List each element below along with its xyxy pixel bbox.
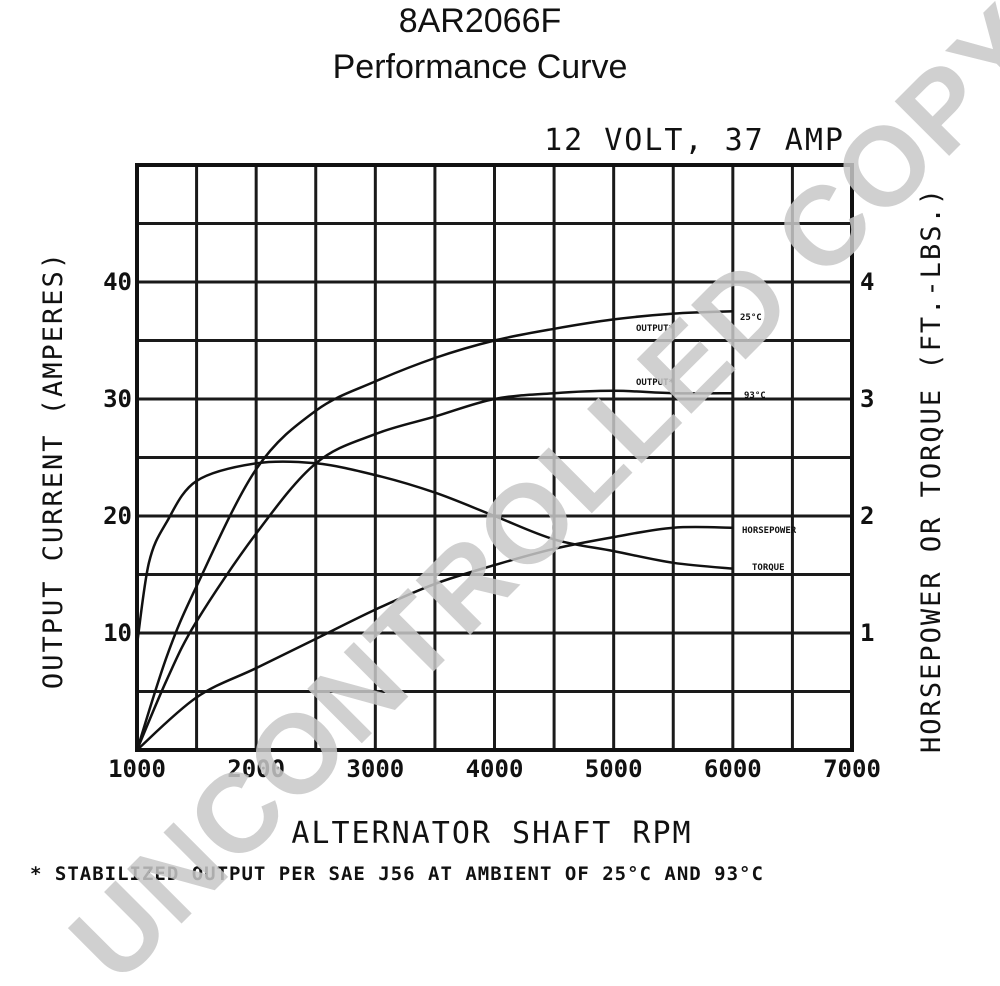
y-axis-right-label: HORSEPOWER OR TORQUE (FT.-LBS.) <box>916 187 947 753</box>
y-tick-label-right: 1 <box>860 619 874 647</box>
curves <box>135 310 733 751</box>
x-tick-label: 2000 <box>227 755 285 783</box>
x-tick-label: 3000 <box>346 755 404 783</box>
plot-frame <box>135 163 854 752</box>
y-tick-label-right: 2 <box>860 502 874 530</box>
y-axis-left-label: OUTPUT CURRENT (AMPERES) <box>38 251 69 689</box>
series-line-output-93-c <box>135 389 733 751</box>
y-tick-label-left: 40 <box>103 268 132 296</box>
x-axis-label: ALTERNATOR SHAFT RPM <box>291 816 692 851</box>
label-output-93: OUTPUT* <box>636 378 674 388</box>
label-torque: TORQUE <box>752 563 785 573</box>
x-tick-label: 6000 <box>704 755 762 783</box>
chart-subtitle: Performance Curve <box>333 48 628 86</box>
y-tick-label-left: 20 <box>103 502 132 530</box>
x-tick-label: 5000 <box>585 755 643 783</box>
y-tick-label-left: 10 <box>103 619 132 647</box>
label-output-25: OUTPUT* <box>636 324 674 334</box>
series-line-torque <box>135 460 733 645</box>
x-tick-label: 4000 <box>466 755 524 783</box>
curve-labels: OUTPUT* 25°C OUTPUT* 93°C HORSEPOWER TOR… <box>636 313 797 573</box>
model-title: 8AR2066F <box>399 2 562 40</box>
y-tick-label-right: 4 <box>860 268 874 296</box>
label-horsepower: HORSEPOWER <box>742 526 797 536</box>
footnote: * STABILIZED OUTPUT PER SAE J56 AT AMBIE… <box>30 863 764 885</box>
label-output-93-temp: 93°C <box>744 391 766 401</box>
label-output-25-temp: 25°C <box>740 313 762 323</box>
y-tick-label-right: 3 <box>860 385 874 413</box>
chart-title: 12 VOLT, 37 AMP <box>544 123 845 158</box>
y-tick-label-left: 30 <box>103 385 132 413</box>
ticks: 1000 2000 3000 4000 5000 6000 7000 10 20 30 40 1 2 3 4 <box>103 268 881 783</box>
x-tick-label: 7000 <box>823 755 881 783</box>
series-line-output-25-c <box>135 310 733 751</box>
series-line-horsepower <box>136 525 733 751</box>
x-tick-label: 1000 <box>108 755 166 783</box>
